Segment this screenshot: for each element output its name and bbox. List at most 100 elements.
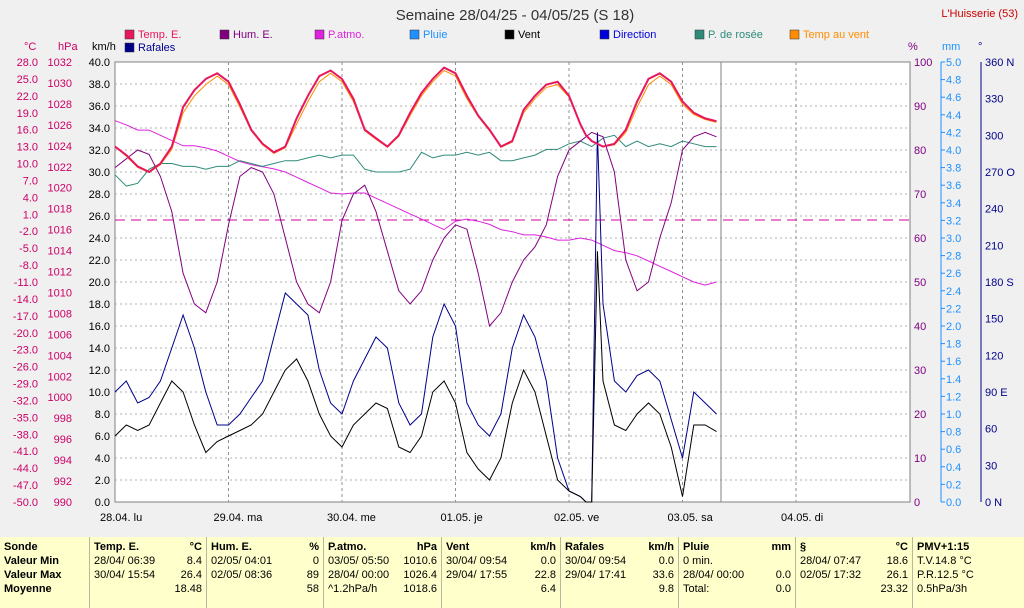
pressure-tick-label: 1032: [48, 57, 72, 69]
x-tick-label: 30.04. me: [327, 512, 376, 524]
rafales-max-val: 33.6: [652, 569, 674, 581]
rain-tick-label: 1.4: [946, 374, 961, 386]
stats-panel: Sonde Valeur Min Valeur Max Moyenne Temp…: [0, 537, 1024, 608]
humidity-tick-label: 10: [914, 453, 926, 465]
legend-swatch: [219, 29, 230, 40]
temp-tick-label: 4.0: [23, 192, 38, 204]
pmv-line2: P.R.12.5 °C: [917, 569, 974, 581]
temp-tick-label: -2.0: [19, 226, 38, 238]
temp-tick-label: -47.0: [13, 480, 38, 492]
pressure-tick-label: 992: [54, 476, 72, 488]
temp-tick-label: -26.0: [13, 362, 38, 374]
pressure-tick-label: 1002: [48, 371, 72, 383]
rain-tick-label: 3.6: [946, 180, 961, 192]
temp-tick-label: 22.0: [17, 91, 38, 103]
series-line-p-atmo: [114, 120, 717, 286]
hum-title: Hum. E.: [211, 541, 252, 553]
wind-tick-label: 2.0: [95, 475, 110, 487]
temp-tick-label: -20.0: [13, 328, 38, 340]
x-tick-label: 02.05. ve: [554, 512, 599, 524]
wind-tick-label: 4.0: [95, 453, 110, 465]
hum-min-val: 0: [312, 555, 319, 567]
rain-tick-label: 0.2: [946, 479, 961, 491]
direction-tick-label: 60: [985, 424, 997, 436]
pressure-tick-label: 1016: [48, 225, 72, 237]
rain-tick-label: 0.8: [946, 427, 961, 439]
pressure-tick-label: 996: [54, 434, 72, 446]
wind-tick-label: 12.0: [89, 365, 110, 377]
legend-swatch: [124, 42, 135, 53]
wind-tick-label: 36.0: [89, 101, 110, 113]
temp-avg: 18.48: [174, 583, 202, 595]
humidity-tick-label: 70: [914, 189, 926, 201]
rafales-title: Rafales: [565, 541, 605, 553]
pluie-min-date: 0 min.: [683, 555, 713, 567]
rain-tick-label: 0.0: [946, 497, 961, 509]
legend-swatch: [789, 29, 800, 40]
pressure-tick-label: 1008: [48, 308, 72, 320]
temp-tick-label: 16.0: [17, 125, 38, 137]
temp-min-date: 28/04/ 06:39: [94, 555, 156, 567]
temp-tick-label: 10.0: [17, 159, 38, 171]
legend-label: Temp au vent: [803, 29, 869, 41]
rain-tick-label: 1.2: [946, 391, 961, 403]
temp-tick-label: -35.0: [13, 412, 38, 424]
rain-tick-label: 0.6: [946, 444, 961, 456]
patmo-max-date: 28/04/ 00:00: [328, 569, 390, 581]
wind-tick-label: 28.0: [89, 189, 110, 201]
hum-max-val: 89: [306, 569, 319, 581]
pressure-tick-label: 1006: [48, 329, 72, 341]
legend-label: P.atmo.: [328, 29, 365, 41]
temp-tick-label: 28.0: [17, 57, 38, 69]
rafales-min-date: 30/04/ 09:54: [565, 555, 627, 567]
humidity-tick-label: 40: [914, 321, 926, 333]
rain-tick-label: 2.4: [946, 286, 961, 298]
pluie-avg: 0.0: [775, 583, 791, 595]
pressure-tick-label: 1030: [48, 78, 72, 90]
grid-lines: [115, 62, 910, 502]
humidity-tick-label: 90: [914, 101, 926, 113]
x-tick-label: 28.04. lu: [100, 512, 142, 524]
rain-tick-label: 0.4: [946, 462, 961, 474]
pressure-tick-label: 1012: [48, 267, 72, 279]
vent-title: Vent: [446, 541, 470, 553]
wind-tick-label: 10.0: [89, 387, 110, 399]
rain-tick-label: 4.4: [946, 110, 961, 122]
temp-tick-label: -50.0: [13, 497, 38, 509]
humidity-tick-label: 30: [914, 365, 926, 377]
pressure-tick-label: 1026: [48, 120, 72, 132]
pressure-tick-label: 994: [54, 455, 72, 467]
dew-max-date: 02/05/ 17:32: [800, 569, 862, 581]
temp-tick-label: 25.0: [17, 74, 38, 86]
rafales-avg: 9.8: [658, 583, 674, 595]
patmo-unit: hPa: [416, 541, 437, 553]
x-tick-label: 03.05. sa: [668, 512, 714, 524]
stats-col-sonde: Sonde Valeur Min Valeur Max Moyenne: [0, 537, 89, 608]
temp-unit: °C: [189, 541, 202, 553]
wind-tick-label: 8.0: [95, 409, 110, 421]
stats-col-pluie: Pluie mm 0 min. 28/04/ 00:00 0.0 Total: 0.0: [678, 537, 795, 608]
rain-tick-label: 3.4: [946, 198, 961, 210]
pressure-tick-label: 1018: [48, 204, 72, 216]
patmo-title: P.atmo.: [328, 541, 367, 553]
pressure-tick-label: 1024: [48, 141, 72, 153]
hum-max-date: 02/05/ 08:36: [211, 569, 273, 581]
stats-label-avg: Moyenne: [4, 583, 52, 595]
pressure-tick-label: 990: [54, 497, 72, 509]
axis-unit-labels: °C hPa km/h% mm °: [24, 41, 982, 53]
patmo-max-val: 1026.4: [403, 569, 437, 581]
rain-tick-label: 3.0: [946, 233, 961, 245]
axis-unit-label: %: [908, 41, 918, 53]
temp-tick-label: -32.0: [13, 395, 38, 407]
legend-label: P. de rosée: [708, 29, 763, 41]
patmo-min-date: 03/05/ 05:50: [328, 555, 390, 567]
vent-max-date: 29/04/ 17:55: [446, 569, 508, 581]
wind-tick-label: 22.0: [89, 255, 110, 267]
rain-tick-label: 2.0: [946, 321, 961, 333]
humidity-tick-label: 60: [914, 233, 926, 245]
direction-tick-label: 330: [985, 94, 1003, 106]
legend-label: Temp. E.: [138, 29, 181, 41]
legend-label: Vent: [518, 29, 540, 41]
vent-unit: km/h: [530, 541, 556, 553]
pressure-tick-label: 1028: [48, 99, 72, 111]
